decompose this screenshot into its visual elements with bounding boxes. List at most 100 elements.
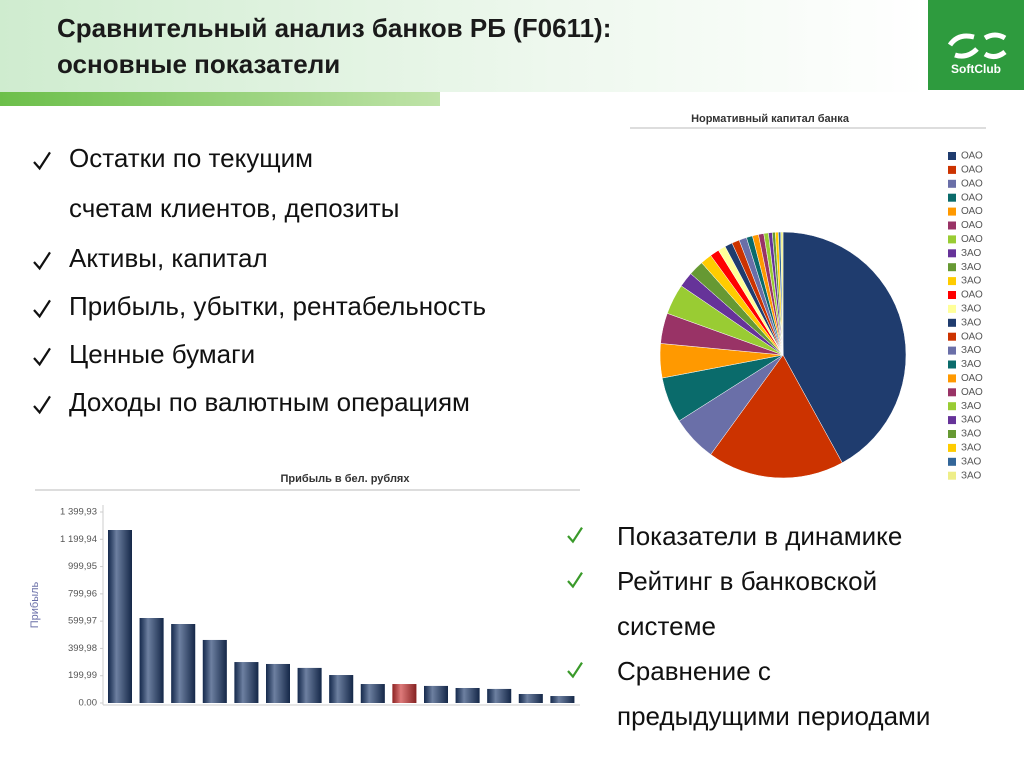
bullet-text: системе	[617, 611, 716, 641]
legend-label: ЗАО	[961, 443, 981, 454]
y-tick-label: 1 399,93	[60, 507, 97, 518]
bar-shine	[518, 693, 543, 703]
legend-swatch	[948, 360, 956, 369]
header-strip	[0, 92, 440, 106]
legend-label: ЗАО	[961, 429, 981, 440]
bar-shine	[234, 662, 259, 703]
y-tick-label: 199,99	[68, 670, 97, 681]
bar-shine	[455, 687, 480, 703]
bar-shine	[392, 684, 417, 703]
bullet-text: счетам клиентов, депозиты	[69, 193, 399, 223]
y-tick-label: 599,97	[68, 616, 97, 627]
chart-title: Прибыль в бел. рублях	[281, 473, 411, 485]
legend-label: ОАО	[961, 331, 983, 342]
logo-mark	[947, 32, 1007, 60]
legend-label: ЗАО	[961, 415, 981, 426]
bar-shine	[266, 663, 290, 703]
bullet-text: Рейтинг в банковской	[617, 566, 877, 596]
legend-label: ЗАО	[961, 304, 981, 315]
legend-label: ЗАО	[961, 262, 981, 273]
legend-label: ОАО	[961, 387, 983, 398]
logo-text: SoftClub	[951, 62, 1001, 76]
legend-label: ОАО	[961, 290, 983, 301]
bullet-text: Ценные бумаги	[69, 339, 255, 369]
legend-swatch	[948, 152, 956, 160]
y-tick-label: 1 199,94	[60, 534, 97, 545]
y-tick-label: 999,95	[68, 561, 97, 572]
legend-swatch	[948, 263, 956, 272]
legend-swatch	[948, 332, 956, 341]
legend-swatch	[948, 235, 956, 244]
legend-label: ОАО	[961, 373, 983, 384]
legend-label: ОАО	[961, 192, 983, 203]
legend-label: ОАО	[961, 151, 983, 162]
logo-box	[928, 0, 1024, 90]
y-axis-label: Прибыль	[29, 581, 41, 628]
legend-swatch	[948, 193, 956, 202]
legend-label: ОАО	[961, 178, 983, 189]
legend-swatch	[948, 346, 956, 355]
pie-slice	[710, 354, 843, 479]
legend-swatch	[948, 457, 956, 466]
legend-swatch	[948, 304, 956, 313]
legend-swatch	[948, 388, 956, 397]
y-tick-label: 0.00	[79, 698, 98, 709]
chart-title: Нормативный капитал банка	[691, 113, 850, 125]
pie-slice	[780, 231, 784, 356]
bar-shine	[297, 667, 322, 703]
legend-label: ЗАО	[961, 317, 981, 328]
legend-swatch	[948, 291, 956, 299]
bullet-text: Остатки по текущим	[69, 143, 313, 173]
legend-swatch	[948, 318, 956, 327]
bar-shine	[171, 624, 196, 703]
legend-swatch	[948, 249, 956, 258]
legend-swatch	[948, 277, 956, 286]
bar-shine	[108, 529, 132, 703]
legend-swatch	[948, 165, 956, 174]
bar-shine	[487, 688, 512, 703]
bar-shine	[550, 696, 575, 703]
check-icon	[33, 395, 51, 415]
bar-shine	[360, 684, 385, 703]
pie-slice	[782, 231, 907, 464]
title-line: основные показатели	[57, 49, 340, 79]
legend-label: ЗАО	[961, 456, 981, 467]
legend-label: ЗАО	[961, 248, 981, 259]
check-icon	[33, 151, 51, 171]
legend-swatch	[948, 430, 956, 438]
check-icon	[33, 251, 51, 271]
bullet-text: Сравнение с	[617, 656, 771, 686]
check-icon	[567, 572, 583, 589]
legend-swatch	[948, 207, 956, 216]
check-icon	[33, 347, 51, 367]
legend-swatch	[948, 374, 956, 383]
legend-swatch	[948, 443, 956, 452]
legend-label: ОАО	[961, 206, 983, 217]
legend-swatch	[948, 471, 956, 480]
legend-label: ОАО	[961, 165, 983, 176]
bullet-text: Активы, капитал	[69, 243, 268, 273]
legend-label: ОАО	[961, 220, 983, 231]
bar-shine	[139, 618, 164, 703]
bullet-text: Показатели в динамике	[617, 521, 902, 551]
legend-swatch	[948, 402, 956, 411]
check-icon	[33, 299, 51, 319]
legend-label: ЗАО	[961, 401, 981, 412]
legend-label: ЗАО	[961, 470, 981, 481]
bar-shine	[202, 639, 227, 703]
legend-label: ЗАО	[961, 276, 981, 287]
legend-swatch	[948, 221, 956, 230]
header-band	[0, 0, 928, 92]
bullet-text: предыдущими периодами	[617, 701, 930, 731]
bullet-text: Доходы по валютным операциям	[69, 387, 470, 417]
check-icon	[567, 662, 583, 679]
legend-label: ЗАО	[961, 345, 981, 356]
legend-label: ОАО	[961, 234, 983, 245]
bar-shine	[424, 685, 448, 703]
legend-label: ЗАО	[961, 359, 981, 370]
title-line: Сравнительный анализ банков РБ (F0611):	[57, 13, 611, 43]
legend-swatch	[948, 416, 956, 425]
y-tick-label: 799,96	[68, 588, 97, 599]
